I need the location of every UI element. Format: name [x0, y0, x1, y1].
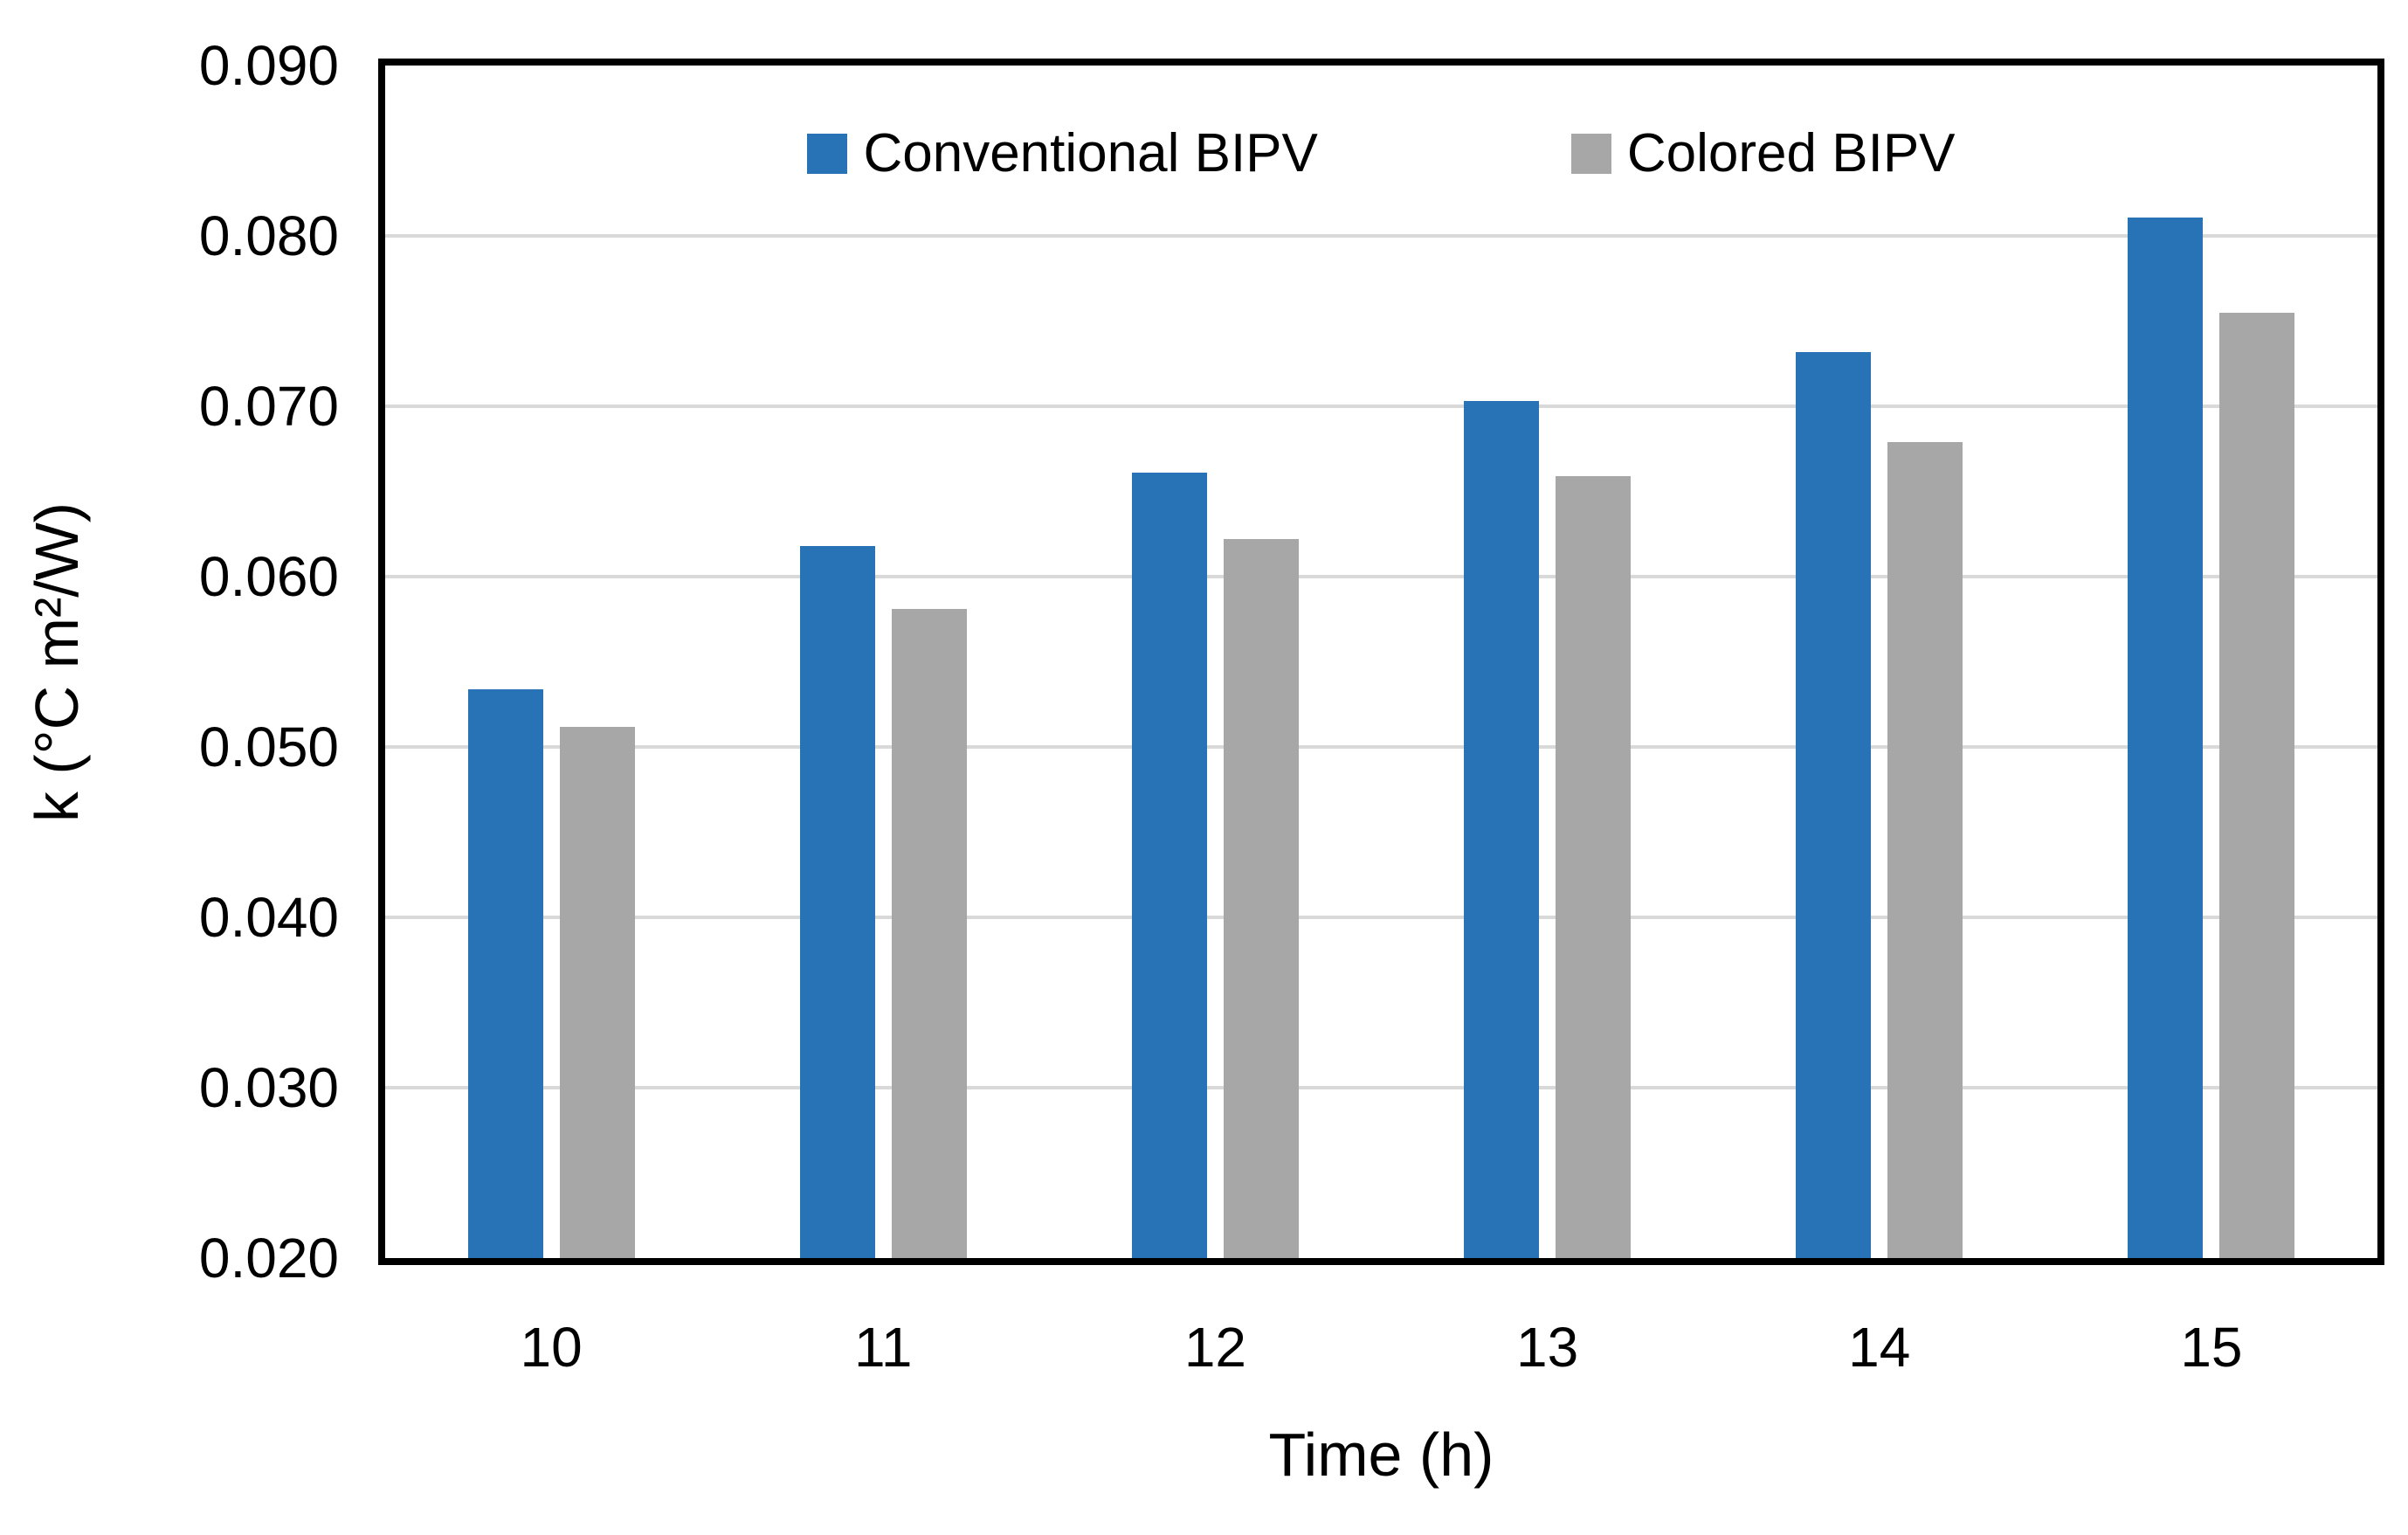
bar-conventional-bipv-12	[1131, 473, 1207, 1258]
x-axis-title-text: Time (h)	[1268, 1421, 1494, 1489]
x-tick-label: 12	[1183, 1316, 1246, 1379]
bar-colored-bipv-15	[2219, 312, 2295, 1258]
y-tick-label: 0.050	[198, 716, 339, 778]
x-tick-label: 13	[1515, 1316, 1579, 1379]
legend-label-colored-bipv: Colored BIPV	[1626, 123, 1956, 183]
gridline	[385, 916, 2377, 919]
y-tick-label: 0.070	[198, 375, 339, 438]
y-tick-label: 0.020	[198, 1227, 339, 1290]
legend-item-colored-bipv: Colored BIPV	[1570, 123, 1956, 183]
gridline	[385, 234, 2377, 238]
x-tick-label: 14	[1848, 1316, 1911, 1379]
x-axis-title: Time (h)	[378, 1424, 2384, 1485]
gridline	[385, 404, 2377, 408]
legend: Conventional BIPV Colored BIPV	[385, 127, 2377, 181]
gridline	[385, 745, 2377, 749]
bar-colored-bipv-10	[559, 726, 635, 1258]
legend-swatch-colored-bipv-icon	[1570, 134, 1611, 174]
legend-label-conventional-bipv: Conventional BIPV	[863, 123, 1318, 183]
bar-colored-bipv-12	[1223, 539, 1299, 1258]
bar-colored-bipv-13	[1556, 475, 1632, 1258]
legend-item-conventional-bipv: Conventional BIPV	[807, 123, 1318, 183]
bar-conventional-bipv-14	[1796, 351, 1872, 1258]
plot-area: Conventional BIPV Colored BIPV	[378, 59, 2384, 1265]
y-tick-label: 0.040	[198, 886, 339, 949]
x-tick-label: 15	[2180, 1316, 2243, 1379]
gridline	[385, 1086, 2377, 1089]
y-tick-label: 0.030	[198, 1056, 339, 1119]
x-tick-label: 10	[520, 1316, 583, 1379]
x-tick-label: 11	[854, 1316, 913, 1379]
bar-conventional-bipv-13	[1464, 401, 1540, 1258]
bar-colored-bipv-14	[1887, 441, 1963, 1258]
y-tick-label: 0.060	[198, 545, 339, 608]
bar-conventional-bipv-11	[799, 545, 875, 1258]
bar-colored-bipv-11	[891, 609, 967, 1258]
bar-conventional-bipv-15	[2128, 217, 2204, 1258]
gridline	[385, 575, 2377, 578]
y-tick-label: 0.090	[198, 34, 339, 97]
y-tick-label: 0.080	[198, 204, 339, 267]
legend-swatch-conventional-bipv-icon	[807, 134, 848, 174]
bar-conventional-bipv-10	[467, 688, 543, 1258]
